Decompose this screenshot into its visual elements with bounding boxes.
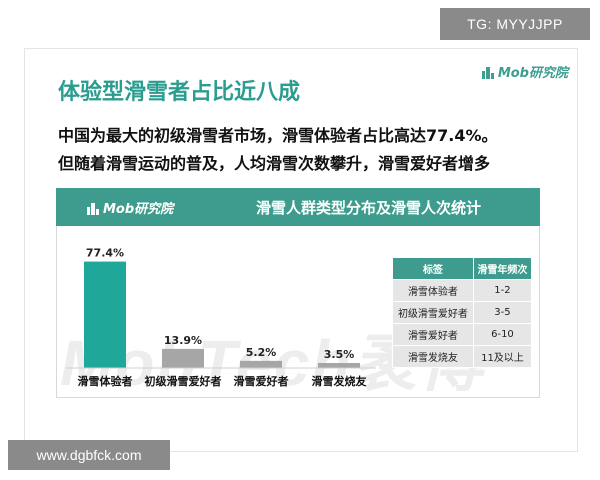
- table-cell: 6-10: [472, 323, 533, 346]
- subtitle-line-2: 但随着滑雪运动的普及，人均滑雪次数攀升，滑雪爱好者增多: [58, 154, 491, 173]
- frequency-table: 标签 滑雪年频次 滑雪体验者 1-2 初级滑雪爱好者 3-5 滑雪爱好者 6-1…: [392, 257, 533, 368]
- chart-title: 滑雪人群类型分布及滑雪人次统计: [256, 199, 482, 217]
- header-logo-text: Mob研究院: [103, 202, 174, 217]
- bar-value-label: 77.4%: [86, 247, 124, 260]
- bar-2: [240, 360, 282, 368]
- bar-value-label: 5.2%: [246, 346, 277, 359]
- table-row: 初级滑雪爱好者 3-5: [392, 301, 533, 324]
- slide-frame: [24, 48, 578, 452]
- subtitle-line-1: 中国为最大的初级滑雪者市场，滑雪体验者占比高达77.4%。: [58, 126, 498, 145]
- table-row: 滑雪发烧友 11及以上: [392, 345, 533, 368]
- bar-value-label: 13.9%: [164, 334, 202, 347]
- table-cell: 11及以上: [472, 345, 533, 368]
- slide-title: 体验型滑雪者占比近八成: [58, 80, 301, 105]
- table-row: 滑雪体验者 1-2: [392, 279, 533, 302]
- watermark-bottom: www.dgbfck.com: [8, 440, 170, 470]
- table-cell: 滑雪爱好者: [392, 323, 474, 346]
- category-label: 滑雪发烧友: [312, 374, 367, 388]
- category-label: 初级滑雪爱好者: [145, 374, 222, 388]
- table-header: 滑雪年频次: [472, 257, 533, 280]
- watermark-top: TG: MYYJJPP: [440, 8, 590, 40]
- table-cell: 初级滑雪爱好者: [392, 301, 474, 324]
- mob-logo: Mob研究院: [481, 62, 568, 81]
- chart-header: Mob研究院 滑雪人群类型分布及滑雪人次统计: [56, 188, 540, 226]
- building-icon: [481, 66, 494, 79]
- bar-chart: 77.4% 滑雪体验者 13.9% 初级滑雪爱好者 5.2% 滑雪爱好者 3.5% 滑雪发烧友: [66, 247, 376, 388]
- table-cell: 滑雪发烧友: [392, 345, 474, 368]
- category-label: 滑雪体验者: [78, 374, 133, 388]
- table-row: 滑雪爱好者 6-10: [392, 323, 533, 346]
- table-header: 标签: [392, 257, 474, 280]
- bar-3: [318, 363, 360, 368]
- table-cell: 3-5: [472, 301, 533, 324]
- table-cell: 1-2: [472, 279, 533, 302]
- bar-1: [162, 348, 204, 368]
- header-logo: Mob研究院: [86, 198, 173, 217]
- building-icon: [87, 202, 99, 215]
- table-header-row: 标签 滑雪年频次: [392, 257, 533, 280]
- bar-value-label: 3.5%: [324, 348, 355, 361]
- logo-text: Mob研究院: [497, 66, 568, 81]
- bar-0: [84, 261, 126, 368]
- category-label: 滑雪爱好者: [234, 374, 289, 388]
- table-cell: 滑雪体验者: [392, 279, 474, 302]
